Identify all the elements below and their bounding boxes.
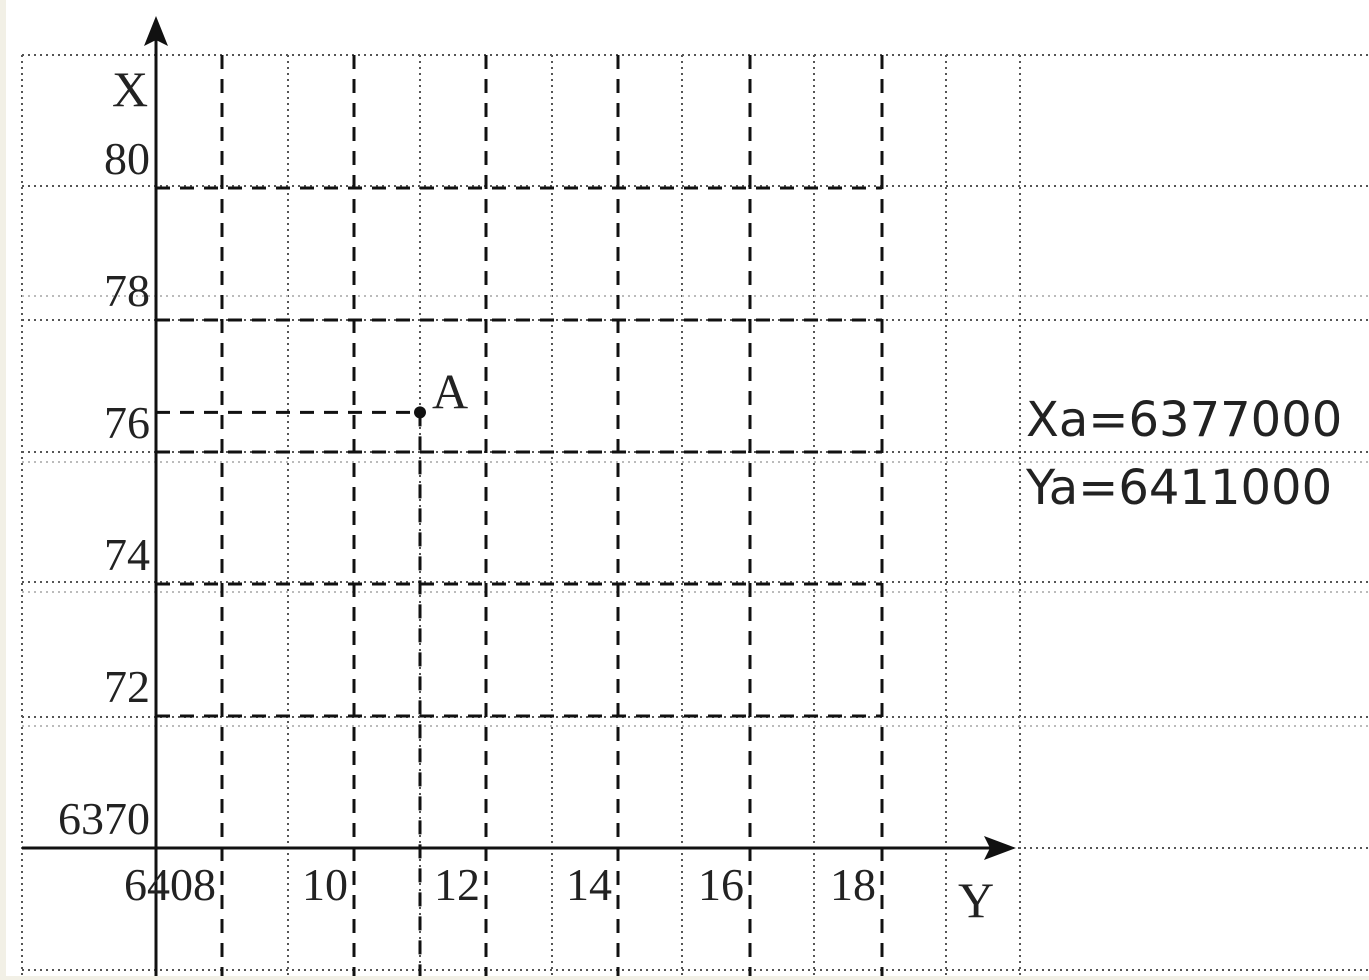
x-tick-label: 74	[104, 529, 150, 580]
x-tick-label: 80	[104, 133, 150, 184]
x-tick-labels: 6370 72 74 76 78 80	[58, 133, 150, 844]
x-axis-letter: X	[112, 61, 148, 117]
y-tick-labels: 6408 10 12 14 16 18	[124, 859, 876, 910]
point-a-group: A	[156, 363, 468, 976]
y-tick-label: 14	[566, 859, 612, 910]
y-tick-label: 16	[698, 859, 744, 910]
y-axis-letter: Y	[958, 872, 994, 928]
point-a-marker	[414, 406, 426, 419]
x-tick-label: 76	[104, 397, 150, 448]
y-axis-arrowhead	[984, 836, 1016, 860]
axes-group	[22, 16, 1016, 976]
x-tick-label: 78	[104, 265, 150, 316]
x-tick-label: 6370	[58, 793, 150, 844]
y-tick-label: 18	[830, 859, 876, 910]
y-tick-label: 12	[434, 859, 480, 910]
dashed-grid-lines	[156, 55, 884, 976]
paper-background	[6, 0, 1369, 976]
xa-coordinate-text: Xa=6377000	[1026, 392, 1342, 448]
ya-coordinate-text: Ya=6411000	[1025, 460, 1332, 516]
x-axis-arrowhead	[144, 16, 168, 46]
x-tick-label: 72	[104, 661, 150, 712]
y-tick-label: 6408	[124, 859, 216, 910]
y-tick-label: 10	[302, 859, 348, 910]
point-a-label: A	[432, 363, 468, 419]
